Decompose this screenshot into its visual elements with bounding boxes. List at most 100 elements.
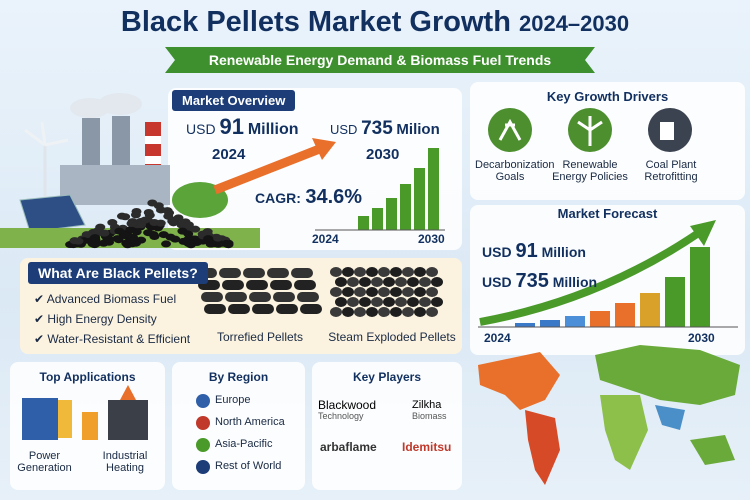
pellet — [114, 227, 125, 235]
pellet — [402, 287, 414, 297]
pellet — [366, 287, 378, 297]
pellet — [161, 240, 172, 248]
pellet — [426, 267, 438, 277]
pellet — [414, 307, 426, 317]
driver-icon — [488, 108, 532, 152]
player-sub: Biomass — [412, 411, 447, 421]
pellet — [419, 277, 431, 287]
players-panel — [312, 362, 462, 490]
player: Zilkha Biomass — [412, 400, 447, 422]
player-name: arbaflame — [320, 440, 377, 454]
feature-text: High Energy Density — [47, 312, 157, 326]
pellet — [354, 267, 366, 277]
pellet — [120, 213, 131, 221]
drivers-title: Key Growth Drivers — [546, 89, 669, 104]
application: Power Generation — [17, 450, 72, 474]
pellet — [203, 235, 214, 243]
pellet — [162, 207, 173, 215]
plant-glyph — [660, 122, 674, 140]
pellet — [378, 287, 390, 297]
decor-bar — [690, 247, 710, 327]
pellet — [190, 225, 201, 233]
pellet — [246, 280, 268, 290]
torrefied-pellets — [195, 268, 322, 314]
pellet — [143, 209, 154, 217]
pellet — [249, 292, 271, 302]
pellet — [383, 297, 395, 307]
forecast-bars — [515, 247, 710, 327]
overview-start: USD 91 Million — [186, 114, 298, 140]
axis-label: 2024 — [312, 232, 339, 246]
pellet — [204, 304, 226, 314]
pellet — [395, 277, 407, 287]
title-block: Black Pellets Market Growth 2024–2030 — [0, 6, 750, 39]
pellet — [113, 236, 124, 244]
decor-bar — [665, 277, 685, 327]
decor-bar — [358, 216, 369, 230]
pellet — [183, 221, 194, 229]
applications-title: Top Applications — [39, 370, 136, 384]
pellet — [294, 280, 316, 290]
pellet — [163, 212, 174, 220]
unit: Million — [247, 121, 299, 138]
pellet — [212, 234, 223, 242]
pellet — [426, 287, 438, 297]
heating-icon — [82, 412, 98, 440]
pellet — [177, 227, 188, 235]
driver: Coal Plant Retrofitting — [644, 159, 698, 183]
pellet — [431, 277, 443, 287]
power-icon — [22, 398, 58, 440]
pellet — [90, 234, 101, 242]
overview-end: USD 735 Milion — [330, 118, 440, 140]
unit: Million — [552, 274, 598, 290]
pellet — [158, 231, 169, 239]
pellet — [87, 240, 98, 248]
decor-bar — [386, 198, 397, 230]
pellet — [219, 268, 241, 278]
overview-end-year: 2030 — [366, 146, 400, 163]
pellet — [366, 307, 378, 317]
subtitle-ribbon — [165, 47, 595, 73]
pellet — [359, 297, 371, 307]
pellet — [414, 267, 426, 277]
subtitle: Renewable Energy Demand & Biomass Fuel T… — [208, 52, 552, 68]
pellet — [149, 218, 160, 226]
overview-start-year: 2024 — [212, 146, 246, 163]
pellet — [414, 287, 426, 297]
pellet — [402, 307, 414, 317]
pellet — [81, 231, 92, 239]
pellet — [378, 267, 390, 277]
value: 735 — [515, 270, 549, 292]
turbine-glyph — [577, 116, 603, 146]
pellet — [407, 297, 419, 307]
pellet — [426, 307, 438, 317]
decor-bar — [372, 208, 383, 230]
pellet — [359, 277, 371, 287]
pellet — [342, 267, 354, 277]
title: Black Pellets Market Growth — [120, 6, 511, 38]
people-glyph — [498, 118, 522, 141]
region: Europe — [215, 394, 251, 406]
cagr-label: CAGR: — [255, 190, 301, 206]
pellet — [131, 228, 142, 236]
pellet — [335, 277, 347, 287]
decor-bar — [540, 320, 560, 327]
pellet — [221, 239, 232, 247]
pellet — [390, 267, 402, 277]
pellet — [330, 307, 342, 317]
pellet — [390, 307, 402, 317]
pellet — [267, 268, 289, 278]
driver: Decarbonization Goals — [475, 159, 555, 183]
application: Industrial Heating — [102, 450, 148, 474]
flame — [120, 385, 136, 400]
overview-bars — [358, 148, 439, 230]
forecast-arrow — [479, 228, 703, 326]
region: North America — [215, 416, 285, 428]
axis-label: 2024 — [484, 331, 511, 345]
prefix: USD — [482, 244, 512, 260]
pellet — [335, 297, 347, 307]
pellet — [390, 287, 402, 297]
pellet — [419, 297, 431, 307]
